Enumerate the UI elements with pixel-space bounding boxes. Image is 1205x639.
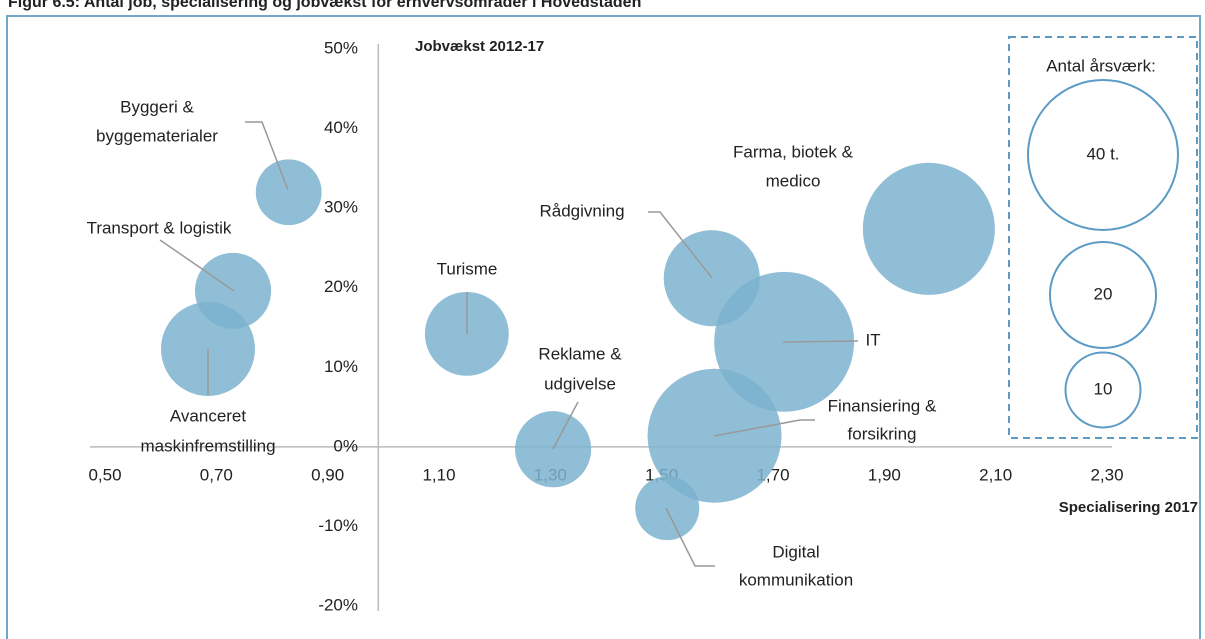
bubble-label: byggematerialer bbox=[96, 126, 218, 145]
bubble-label: Rådgivning bbox=[539, 201, 624, 220]
x-axis-title: Specialisering 2017 bbox=[1059, 499, 1198, 516]
bubble-label: medico bbox=[766, 171, 821, 190]
leader-line bbox=[713, 419, 815, 437]
y-tick-label: 20% bbox=[324, 277, 358, 296]
bubble-label: Transport & logistik bbox=[87, 218, 232, 237]
x-tick-label: 0,90 bbox=[311, 465, 344, 484]
bubble-label: Avanceret bbox=[170, 406, 247, 425]
x-tick-label: 2,30 bbox=[1090, 465, 1123, 484]
legend-title: Antal årsværk: bbox=[1046, 56, 1156, 75]
leader-line bbox=[552, 401, 579, 450]
bubble-label: Finansiering & bbox=[828, 396, 937, 415]
y-tick-label: 40% bbox=[324, 118, 358, 137]
y-axis-title: Jobvækst 2012-17 bbox=[415, 38, 544, 55]
bubble-label: maskinfremstilling bbox=[140, 436, 275, 455]
y-tick-label: 30% bbox=[324, 198, 358, 217]
chart-title: Figur 6.5: Antal job, specialisering og … bbox=[8, 0, 641, 11]
bubble-label: Reklame & bbox=[538, 344, 622, 363]
y-tick-label: 10% bbox=[324, 357, 358, 376]
bubble bbox=[515, 411, 592, 488]
bubble bbox=[160, 301, 255, 396]
y-tick-label: -20% bbox=[318, 595, 358, 614]
leader-line bbox=[648, 211, 713, 279]
bubble bbox=[255, 159, 322, 226]
leader-line bbox=[245, 121, 289, 191]
bubble bbox=[862, 162, 995, 295]
x-tick-label: 0,50 bbox=[88, 465, 121, 484]
bubble bbox=[635, 476, 700, 541]
bubble-label: udgivelse bbox=[544, 374, 616, 393]
legend-label: 10 bbox=[1094, 379, 1113, 398]
legend-bubble bbox=[1048, 240, 1158, 350]
bubble-label: Digital bbox=[772, 542, 819, 561]
bubble-label: Byggeri & bbox=[120, 97, 194, 116]
bubble-label: IT bbox=[865, 330, 880, 349]
legend-label: 20 bbox=[1094, 284, 1113, 303]
leader-line bbox=[782, 340, 859, 343]
y-tick-label: -10% bbox=[318, 516, 358, 535]
bubble-label: Turisme bbox=[437, 259, 498, 278]
x-tick-label: 0,70 bbox=[200, 465, 233, 484]
x-tick-label: 1,90 bbox=[868, 465, 901, 484]
leader-line bbox=[665, 507, 715, 567]
bubble-label: kommunikation bbox=[739, 570, 853, 589]
legend-box bbox=[1008, 36, 1198, 439]
legend-label: 40 t. bbox=[1086, 144, 1119, 163]
legend-bubble bbox=[1064, 351, 1142, 429]
frame bbox=[6, 15, 1201, 639]
bubble-label: forsikring bbox=[848, 424, 917, 443]
y-tick-label: 0% bbox=[333, 436, 358, 455]
y-tick-label: 50% bbox=[324, 38, 358, 57]
x-tick-label: 2,10 bbox=[979, 465, 1012, 484]
x-tick-label: 1,10 bbox=[422, 465, 455, 484]
leader-line bbox=[159, 239, 235, 292]
bubble-label: Farma, biotek & bbox=[733, 142, 854, 161]
legend-bubble bbox=[1027, 79, 1179, 231]
